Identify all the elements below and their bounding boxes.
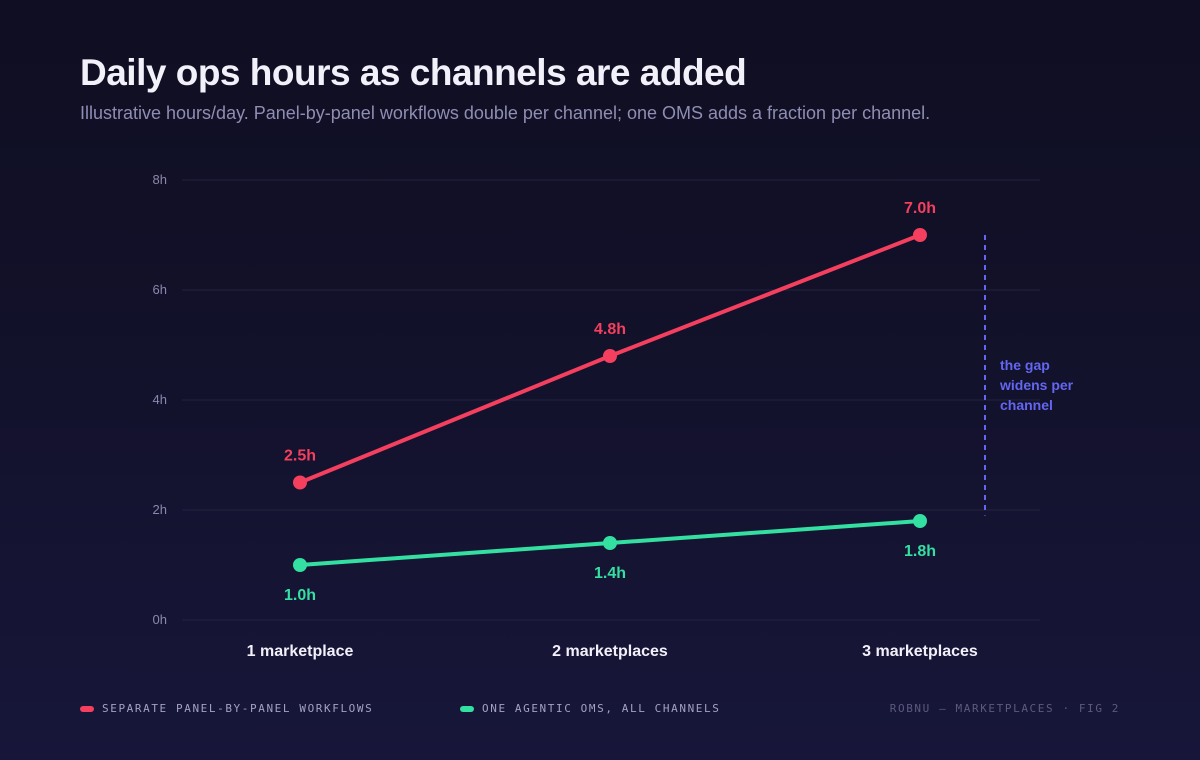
legend-swatch-red — [80, 705, 94, 712]
data-label-one-oms: 1.0h — [284, 587, 316, 604]
data-label-separate-workflows: 7.0h — [904, 200, 936, 217]
data-label-separate-workflows: 2.5h — [284, 448, 316, 465]
gap-annotation-text: widens per — [999, 377, 1074, 393]
figure-credit: ROBNU — MARKETPLACES · FIG 2 — [889, 702, 1120, 715]
x-tick-label: 3 marketplaces — [862, 643, 978, 660]
gap-annotation-text: the gap — [1000, 357, 1050, 373]
data-point-one-oms — [603, 536, 617, 550]
y-tick-label: 6h — [153, 282, 167, 297]
data-label-one-oms: 1.8h — [904, 543, 936, 560]
chart-subtitle: Illustrative hours/day. Panel-by-panel w… — [80, 103, 931, 123]
legend-swatch-green — [460, 705, 474, 712]
chart-title: Daily ops hours as channels are added — [80, 52, 747, 93]
data-point-separate-workflows — [603, 349, 617, 363]
data-point-separate-workflows — [293, 475, 307, 490]
y-tick-label: 8h — [153, 172, 167, 187]
legend-label-one-oms: ONE AGENTIC OMS, ALL CHANNELS — [482, 702, 721, 715]
legend-label-separate-workflows: SEPARATE PANEL-BY-PANEL WORKFLOWS — [102, 702, 374, 715]
data-label-one-oms: 1.4h — [594, 565, 626, 582]
x-tick-label: 2 marketplaces — [552, 643, 668, 660]
data-point-one-oms — [913, 514, 927, 528]
data-point-one-oms — [293, 558, 307, 572]
data-label-separate-workflows: 4.8h — [594, 321, 626, 338]
y-tick-label: 0h — [153, 612, 167, 627]
y-tick-label: 2h — [153, 502, 167, 517]
x-tick-label: 1 marketplace — [247, 643, 354, 660]
y-tick-label: 4h — [153, 392, 167, 407]
legend-item-separate-workflows: SEPARATE PANEL-BY-PANEL WORKFLOWS — [80, 702, 373, 715]
legend-item-one-oms: ONE AGENTIC OMS, ALL CHANNELS — [460, 702, 720, 715]
data-point-separate-workflows — [913, 228, 927, 242]
gap-annotation-text: channel — [1000, 397, 1053, 413]
